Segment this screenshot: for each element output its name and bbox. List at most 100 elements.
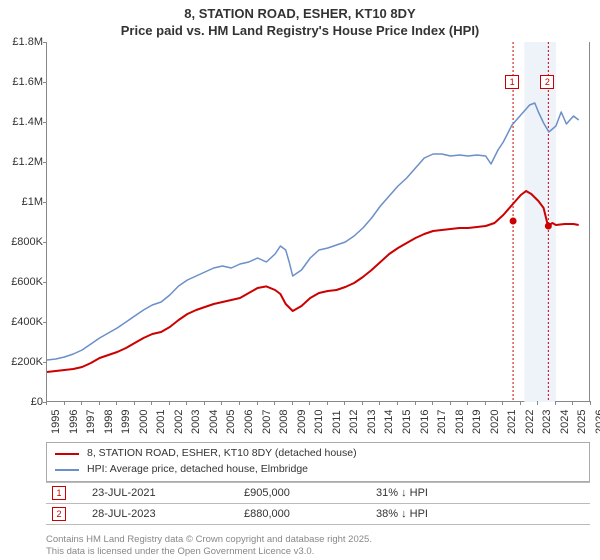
highlight-band [524,42,556,402]
x-tick-label: 2015 [401,410,413,434]
x-tick [221,401,222,405]
x-tick [292,401,293,405]
legend-swatch [55,453,79,455]
x-tick [327,401,328,405]
x-tick [257,401,258,405]
legend-label: HPI: Average price, detached house, Elmb… [87,462,308,478]
y-tick [43,202,46,203]
legend: 8, STATION ROAD, ESHER, KT10 8DY (detach… [46,442,590,482]
x-tick [415,401,416,405]
sale-marker-badge: 1 [52,486,66,500]
x-tick [537,401,538,405]
x-tick [46,401,47,405]
x-tick-label: 2026 [594,410,600,434]
x-tick [520,401,521,405]
x-tick [204,401,205,405]
chart-area [46,42,590,402]
y-tick [43,282,46,283]
x-tick-label: 2005 [225,410,237,434]
legend-swatch [55,469,79,471]
x-tick-label: 2017 [436,410,448,434]
x-tick [186,401,187,405]
x-tick-label: 2011 [331,410,343,434]
x-tick [502,401,503,405]
sale-dot [510,218,517,225]
x-tick-label: 2001 [155,410,167,434]
x-tick-label: 2008 [278,410,290,434]
x-tick [274,401,275,405]
x-tick [309,401,310,405]
x-tick-label: 2018 [454,410,466,434]
y-tick-label: £0 [3,396,43,408]
x-tick-label: 1999 [120,410,132,434]
sales-table: 1 23-JUL-2021£905,00031% ↓ HPI 2 28-JUL-202… [46,482,590,525]
sale-pct: 38% ↓ HPI [370,504,590,525]
x-tick [467,401,468,405]
sale-marker-cell: 2 [46,504,86,525]
x-tick [239,401,240,405]
x-tick [169,401,170,405]
y-tick [43,322,46,323]
x-tick-label: 2003 [190,410,202,434]
x-tick [362,401,363,405]
y-tick-label: £1.8M [3,36,43,48]
title-address: 8, STATION ROAD, ESHER, KT10 8DY [0,6,600,23]
footnote: Contains HM Land Registry data © Crown c… [46,534,372,558]
x-tick-label: 2006 [243,410,255,434]
x-tick [450,401,451,405]
x-tick [81,401,82,405]
sale-pct: 31% ↓ HPI [370,483,590,504]
x-tick [432,401,433,405]
x-tick [151,401,152,405]
legend-item-price-paid: 8, STATION ROAD, ESHER, KT10 8DY (detach… [55,446,581,462]
footnote-line: This data is licensed under the Open Gov… [46,546,372,558]
x-tick-label: 2023 [541,410,553,434]
y-tick-label: £200K [3,356,43,368]
x-tick-label: 1996 [68,410,80,434]
sale-date: 28-JUL-2023 [86,504,238,525]
sales-row: 1 23-JUL-2021£905,00031% ↓ HPI [46,483,590,504]
y-tick [43,42,46,43]
y-tick-label: £1M [3,196,43,208]
chart-svg [47,42,591,402]
y-tick-label: £400K [3,316,43,328]
x-tick [590,401,591,405]
x-tick-label: 2004 [208,410,220,434]
sales-row: 228-JUL-2023£880,00038% ↓ HPI [46,504,590,525]
legend-item-hpi: HPI: Average price, detached house, Elmb… [55,462,581,478]
x-tick [555,401,556,405]
x-tick [344,401,345,405]
x-tick-label: 1995 [50,410,62,434]
y-tick [43,242,46,243]
sale-marker-box: 1 [505,75,519,89]
y-tick-label: £800K [3,236,43,248]
sale-dot [545,223,552,230]
sale-marker-cell: 1 [46,483,86,504]
x-tick-label: 2010 [313,410,325,434]
chart-title: 8, STATION ROAD, ESHER, KT10 8DY Price p… [0,0,600,40]
x-tick-label: 2014 [383,410,395,434]
y-tick-label: £1.6M [3,76,43,88]
x-tick-label: 2013 [366,410,378,434]
x-tick-label: 2007 [261,410,273,434]
series-line-price_paid [47,191,579,372]
y-tick [43,162,46,163]
series-line-hpi [47,103,579,360]
sale-marker-box: 2 [540,75,554,89]
x-tick-label: 1997 [85,410,97,434]
footnote-line: Contains HM Land Registry data © Crown c… [46,534,372,546]
y-tick [43,82,46,83]
y-tick-label: £1.2M [3,156,43,168]
x-tick [64,401,65,405]
x-tick-label: 2012 [348,410,360,434]
sale-price: £905,000 [238,483,370,504]
sale-date: 23-JUL-2021 [86,483,238,504]
x-tick [116,401,117,405]
sale-marker-badge: 2 [52,507,66,521]
x-tick [397,401,398,405]
x-tick-label: 2024 [559,410,571,434]
x-tick [134,401,135,405]
x-tick-label: 2009 [296,410,308,434]
x-tick-label: 2020 [489,410,501,434]
x-tick-label: 2025 [576,410,588,434]
